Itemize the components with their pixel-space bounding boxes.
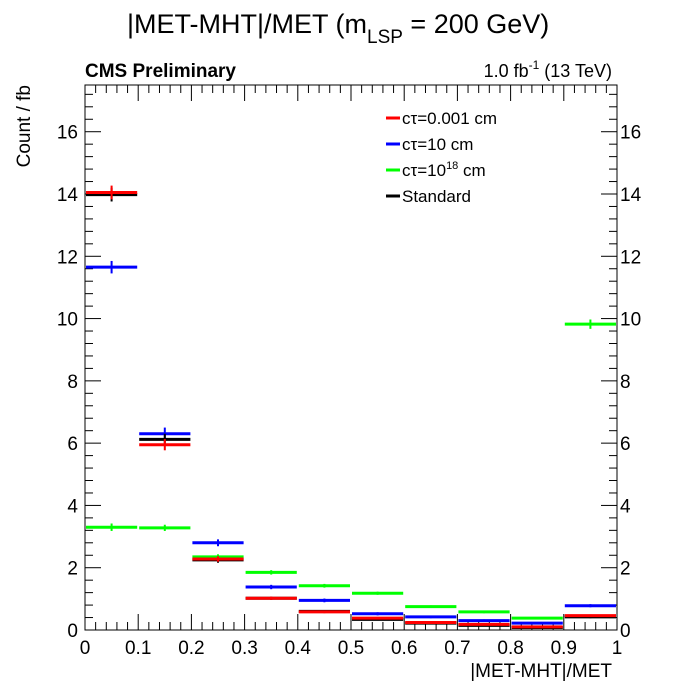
x-tick-label: 0.3 <box>231 638 257 659</box>
y-tick-label-left: 0 <box>67 621 78 642</box>
chart-title-subscript: LSP <box>367 27 403 48</box>
y-tick-label-right: 10 <box>620 310 641 331</box>
y-axis-title: Count / fb <box>14 85 35 167</box>
y-tick-label-right: 4 <box>620 496 631 517</box>
plot-frame <box>84 84 618 631</box>
y-tick-label-left: 4 <box>67 496 78 517</box>
y-tick-label-right: 8 <box>620 372 631 393</box>
axis-ticks: 0 0.1 0.2 0.3 0.4 0.5 0.6 0.7 0.8 0.9 10 02 24 46 68 81… <box>57 85 642 659</box>
y-tick-label-right: 16 <box>620 123 641 144</box>
y-tick-label-left: 8 <box>67 372 78 393</box>
legend-label-suffix: cm <box>458 161 485 180</box>
x-tick-label: 1 <box>612 638 623 659</box>
x-tick-label: 0 <box>80 638 91 659</box>
y-tick-label-left: 10 <box>57 310 78 331</box>
legend-label: cτ=1018 cm <box>402 160 486 180</box>
y-tick-label-left: 14 <box>57 185 79 206</box>
y-tick-label-right: 14 <box>620 185 642 206</box>
y-tick-label-right: 2 <box>620 559 631 580</box>
y-tick-label-right: 0 <box>620 621 631 642</box>
legend-label-text: cτ=10 <box>402 161 446 180</box>
y-tick-label-left: 6 <box>67 434 78 455</box>
y-tick-label-left: 12 <box>57 247 78 268</box>
y-tick-label-right: 12 <box>620 247 641 268</box>
legend-label-text: cτ=0.001 cm <box>402 109 497 128</box>
y-tick-label-left: 16 <box>57 123 78 144</box>
legend-label: cτ=10 cm <box>402 135 473 154</box>
experiment-label: CMS Preliminary <box>85 61 236 82</box>
x-tick-label: 0.6 <box>391 638 417 659</box>
x-tick-label: 0.1 <box>125 638 151 659</box>
legend-label-exponent: 18 <box>446 160 458 172</box>
x-tick-label: 0.8 <box>497 638 523 659</box>
x-tick-label: 0.4 <box>285 638 312 659</box>
series-3 <box>86 187 616 630</box>
plot-series <box>86 185 616 630</box>
series-2 <box>86 319 616 620</box>
luminosity-label: 1.0 fb-1 (13 TeV) <box>484 58 612 81</box>
x-tick-label: 0.7 <box>444 638 470 659</box>
luminosity-exponent: -1 <box>529 58 540 72</box>
y-tick-label-right: 6 <box>620 434 631 455</box>
legend-label: cτ=0.001 cm <box>402 109 497 128</box>
x-tick-label: 0.9 <box>551 638 577 659</box>
series-1 <box>86 260 616 625</box>
chart-title-end: = 200 GeV) <box>403 9 549 39</box>
x-axis-title: |MET-MHT|/MET <box>470 661 612 682</box>
legend-label: Standard <box>402 187 471 206</box>
luminosity-energy: (13 TeV) <box>539 61 612 81</box>
legend-label-text: cτ=10 cm <box>402 135 473 154</box>
x-tick-label: 0.2 <box>178 638 204 659</box>
series-0 <box>86 185 616 629</box>
chart-title: |MET-MHT|/MET (mLSP = 200 GeV) <box>127 9 549 48</box>
y-tick-label-left: 2 <box>67 559 78 580</box>
x-tick-label: 0.5 <box>338 638 364 659</box>
legend-label-text: Standard <box>402 187 471 206</box>
